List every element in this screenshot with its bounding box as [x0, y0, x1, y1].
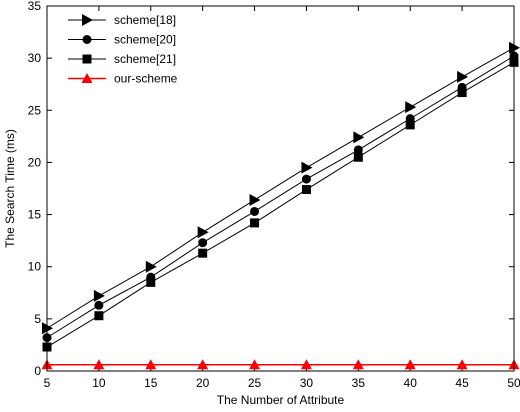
legend-label: scheme[20] — [114, 33, 176, 47]
x-tick-label: 20 — [196, 376, 210, 390]
x-tick-label: 25 — [248, 376, 262, 390]
data-point — [197, 226, 209, 239]
data-point — [250, 206, 260, 216]
data-point — [250, 218, 260, 228]
y-tick-label: 0 — [34, 364, 41, 378]
data-point — [457, 88, 467, 98]
data-point — [301, 161, 313, 174]
data-point — [94, 300, 104, 310]
data-point — [301, 174, 311, 184]
data-point — [405, 101, 417, 114]
data-point — [353, 145, 363, 155]
data-point — [198, 248, 208, 258]
x-tick-label: 50 — [507, 376, 520, 390]
series-layer — [41, 41, 520, 370]
data-point — [93, 359, 105, 370]
legend-marker — [82, 35, 92, 44]
y-tick-label: 15 — [28, 208, 42, 222]
legend-item: our-scheme — [68, 72, 178, 86]
x-axis-label: The Number of Attribute — [217, 393, 345, 407]
y-tick-label: 10 — [28, 260, 42, 274]
legend-label: scheme[18] — [114, 13, 176, 27]
legend-label: scheme[21] — [114, 52, 176, 66]
data-point — [93, 289, 105, 302]
data-point — [456, 359, 468, 370]
y-tick-label: 5 — [34, 312, 41, 326]
data-point — [94, 311, 104, 321]
legend-marker — [82, 14, 93, 26]
data-point — [300, 359, 312, 370]
x-tick-label: 35 — [352, 376, 366, 390]
series-our-scheme — [41, 359, 520, 370]
series-line — [46, 47, 515, 329]
legend-marker — [82, 54, 92, 64]
data-point — [198, 238, 208, 248]
data-point — [353, 131, 365, 144]
data-point — [352, 359, 364, 370]
legend-marker — [81, 73, 93, 83]
x-tick-label: 40 — [404, 376, 418, 390]
data-point — [404, 359, 416, 370]
x-tick-label: 15 — [144, 376, 158, 390]
data-point — [146, 277, 156, 287]
series-scheme[18] — [42, 41, 520, 335]
x-tick-label: 10 — [92, 376, 106, 390]
data-point — [353, 152, 363, 162]
series-line — [46, 55, 515, 339]
data-point — [145, 260, 157, 273]
data-point — [249, 193, 261, 206]
legend: scheme[18] scheme[20] scheme[21] our-scheme — [68, 13, 178, 86]
data-point — [457, 70, 469, 83]
series-scheme[21] — [42, 57, 519, 352]
series-scheme[20] — [42, 51, 519, 343]
series-line — [46, 61, 515, 348]
legend-item: scheme[21] — [68, 52, 176, 66]
legend-item: scheme[18] — [68, 13, 176, 27]
x-tick-label: 30 — [300, 376, 314, 390]
x-tick-label: 5 — [44, 376, 51, 390]
y-tick-label: 20 — [28, 155, 42, 169]
y-axis-label: The Search Time (ms) — [3, 129, 17, 248]
y-tick-label: 30 — [28, 51, 42, 65]
data-point — [405, 120, 415, 130]
y-tick-label: 25 — [28, 103, 42, 117]
y-tick-label: 35 — [28, 0, 42, 13]
x-tick-label: 45 — [455, 376, 469, 390]
data-point — [197, 359, 209, 370]
data-point — [301, 185, 311, 195]
data-point — [249, 359, 261, 370]
legend-item: scheme[20] — [68, 33, 176, 47]
data-point — [145, 359, 157, 370]
plot-area-frame — [46, 5, 515, 372]
legend-label: our-scheme — [114, 72, 178, 86]
